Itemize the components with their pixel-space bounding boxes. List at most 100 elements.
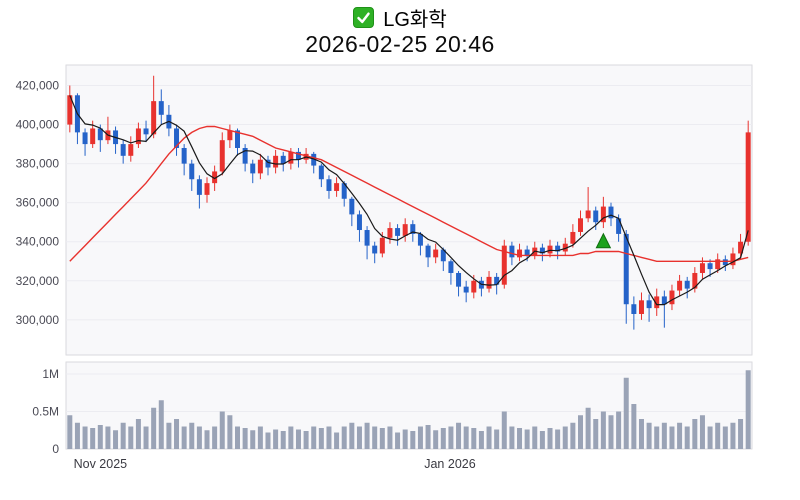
volume-bar xyxy=(67,415,73,449)
volume-bar xyxy=(372,426,378,449)
volume-bar xyxy=(273,429,279,449)
volume-bar xyxy=(257,426,263,449)
volume-bar xyxy=(722,426,728,449)
candle-body xyxy=(578,218,583,232)
volume-bar xyxy=(616,411,622,449)
volume-bar xyxy=(166,422,172,449)
candle-body xyxy=(82,132,88,145)
volume-bar xyxy=(341,426,347,449)
candle-body xyxy=(494,276,500,285)
candle-body xyxy=(669,290,675,305)
volume-bar xyxy=(524,429,530,449)
candle-body xyxy=(151,101,157,135)
candle-body xyxy=(212,171,218,184)
checked-checkbox-icon[interactable] xyxy=(353,6,375,28)
volume-axis-label: 1M xyxy=(42,367,59,381)
candle-body xyxy=(623,233,629,305)
candle-body xyxy=(730,253,736,266)
datetime-label: 2026-02-25 20:46 xyxy=(305,31,495,57)
volume-bar xyxy=(677,422,683,449)
candle-body xyxy=(402,224,408,236)
volume-bar xyxy=(478,431,484,449)
volume-bar xyxy=(204,430,210,449)
chart-header: LG화학 2026-02-25 20:46 xyxy=(0,4,800,58)
candle-body xyxy=(67,95,73,125)
candle-body xyxy=(395,228,401,236)
volume-bar xyxy=(715,422,721,449)
y-axis-label: 320,000 xyxy=(16,274,60,288)
volume-bar xyxy=(143,426,149,449)
volume-bar xyxy=(547,428,553,449)
volume-axis-label: 0.5M xyxy=(32,405,59,419)
volume-bar xyxy=(501,411,507,449)
volume-bar xyxy=(410,431,416,449)
volume-bar xyxy=(356,426,362,449)
volume-panel xyxy=(65,361,753,450)
volume-bar xyxy=(334,432,340,449)
candle-body xyxy=(265,159,271,168)
volume-bar xyxy=(74,422,80,449)
candle-body xyxy=(738,241,744,254)
candle-body xyxy=(189,163,195,180)
volume-bar xyxy=(128,426,134,449)
candle-body xyxy=(219,140,225,172)
candle-body xyxy=(448,261,454,273)
volume-bar xyxy=(699,415,705,449)
volume-bar xyxy=(730,422,736,449)
volume-bar xyxy=(288,426,294,449)
stock-name-label: LG화학 xyxy=(383,8,447,31)
candle-body xyxy=(555,245,561,252)
candle-body xyxy=(593,210,599,223)
volume-bar xyxy=(158,400,164,449)
volume-bar xyxy=(654,426,660,449)
candle-body xyxy=(288,151,294,164)
volume-bar xyxy=(90,428,96,449)
candle-body xyxy=(356,214,362,231)
volume-bar xyxy=(570,422,576,449)
ma-long-line xyxy=(69,125,749,262)
candle-body xyxy=(143,128,149,135)
candle-body xyxy=(410,224,416,234)
candle-body xyxy=(97,128,103,141)
candle-body xyxy=(181,147,187,164)
volume-bar xyxy=(608,415,614,449)
candle-body xyxy=(334,183,340,191)
volume-axis-label: 0 xyxy=(52,442,59,456)
volume-bar xyxy=(486,426,492,449)
volume-bar xyxy=(593,419,599,449)
volume-bar xyxy=(120,422,126,449)
candle-body xyxy=(486,276,492,289)
volume-bar xyxy=(181,426,187,449)
checkmark-icon xyxy=(357,12,370,23)
volume-bar xyxy=(623,377,629,449)
volume-bar xyxy=(417,426,423,449)
volume-bar xyxy=(196,426,202,449)
volume-bar xyxy=(745,370,751,449)
candle-body xyxy=(341,183,347,199)
candle-body xyxy=(379,237,385,254)
volume-bar xyxy=(227,415,233,449)
candle-body xyxy=(326,179,332,191)
candle-body xyxy=(699,263,705,273)
candle-body xyxy=(273,155,279,168)
volume-bar xyxy=(555,429,561,449)
volume-bar xyxy=(250,430,256,449)
candle-body xyxy=(646,300,652,309)
volume-bar xyxy=(578,415,583,449)
candle-body xyxy=(463,286,469,293)
candle-body xyxy=(128,144,134,156)
candle-body xyxy=(433,249,439,258)
volume-bar xyxy=(738,419,744,449)
volume-bar xyxy=(517,428,523,449)
candle-body xyxy=(570,231,576,244)
candle-body xyxy=(722,259,728,266)
candle-body xyxy=(417,233,423,246)
volume-bar xyxy=(364,422,370,449)
candle-body xyxy=(547,245,553,254)
candle-body xyxy=(440,249,446,262)
candle-body xyxy=(311,153,317,166)
volume-bar xyxy=(692,419,698,449)
volume-bar xyxy=(212,426,218,449)
candle-body xyxy=(227,130,233,141)
volume-bar xyxy=(174,419,180,449)
